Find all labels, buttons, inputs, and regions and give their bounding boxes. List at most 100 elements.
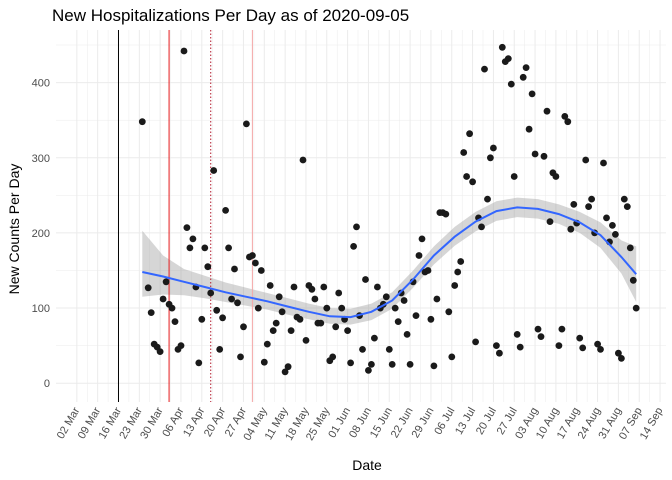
data-point [281,368,289,376]
data-point [487,154,494,162]
data-point [275,293,283,301]
data-point [317,319,325,327]
data-point [496,349,503,357]
data-point [457,258,465,265]
data-point [531,150,539,158]
data-point [466,130,473,138]
data-point [371,334,378,342]
grid-lines [56,30,666,402]
data-point [498,43,506,51]
data-point [460,149,468,156]
data-point [269,327,277,334]
data-point [442,210,450,218]
y-tick-label: 100 [32,303,50,315]
data-point [302,337,310,344]
y-tick-label: 0 [44,378,50,390]
reference-lines [117,30,253,402]
data-point [195,359,203,367]
data-point [183,224,191,232]
data-point [478,223,485,231]
data-point [597,346,604,353]
data-point [234,299,241,307]
data-point [543,107,551,115]
data-point [189,235,197,243]
data-point [451,282,459,289]
data-point [424,267,432,274]
data-point [445,308,453,316]
data-point [582,156,590,164]
data-point [469,178,476,186]
data-point [353,223,360,231]
data-point [260,358,268,366]
data-point [594,340,601,348]
data-point [171,318,179,325]
data-point [231,265,238,273]
data-point [204,263,212,271]
data-point [481,65,488,73]
data-point [504,55,512,62]
data-point [278,308,286,316]
data-point [433,295,441,303]
data-point [198,315,206,323]
data-point [257,267,265,274]
data-point [555,342,563,349]
data-point [400,297,408,304]
data-point [186,244,194,252]
data-point [558,325,566,333]
data-point [534,325,542,333]
data-point [207,289,215,297]
data-point [243,120,250,128]
data-point [397,289,405,297]
data-point [632,304,640,312]
data-points [138,43,640,376]
confidence-band-layer [142,197,637,325]
data-point [415,252,423,259]
data-point [177,342,185,349]
smooth-fit-layer [142,206,637,319]
data-point [490,144,497,152]
data-point [329,353,337,361]
data-point [454,268,462,276]
data-point [623,203,631,211]
data-point [359,346,366,353]
data-point [525,125,533,133]
data-point [522,64,530,71]
data-point [335,289,343,297]
data-point [296,315,304,323]
data-point [567,225,575,233]
data-point [311,295,319,303]
data-point [427,315,435,323]
data-point [618,355,625,362]
data-point [615,349,622,357]
x-axis-title: Date [352,457,382,473]
data-point [290,283,298,291]
data-point [228,295,236,303]
data-point [225,244,233,252]
data-point [388,361,396,368]
smooth-fit-line [142,206,637,319]
data-point [385,346,393,353]
data-point [626,244,634,252]
data-point [320,283,328,291]
data-point [374,283,381,291]
data-point [365,367,372,374]
data-point [579,344,587,352]
data-point [510,173,518,180]
data-point [564,118,572,126]
data-point [540,152,548,160]
data-point [347,359,354,367]
data-point [368,361,375,368]
data-point [237,353,244,361]
data-point [254,304,262,312]
data-point [463,173,470,180]
data-point [603,214,610,222]
data-point [263,340,271,348]
data-point [493,342,500,349]
data-point [519,73,527,81]
y-tick-label: 200 [32,228,50,240]
data-point [308,285,316,293]
data-point [412,312,420,319]
data-point [350,243,357,250]
